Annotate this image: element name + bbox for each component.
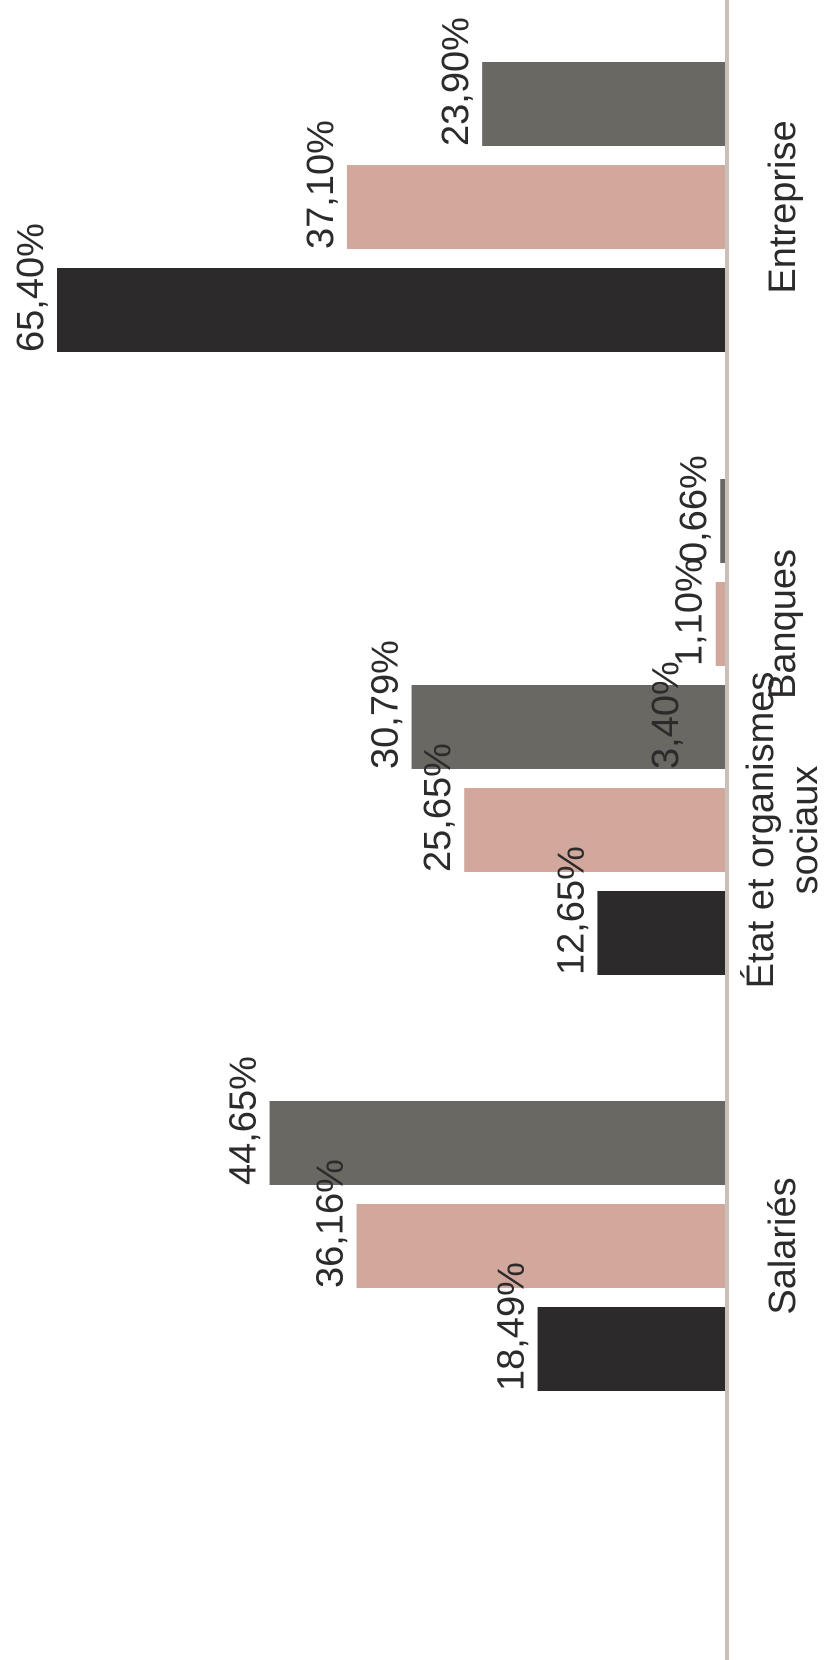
value-label: 18,49%	[491, 1262, 533, 1391]
bar-entreprise-s1	[57, 268, 727, 352]
category-label: Entreprise	[762, 120, 804, 293]
bar--tat-et-organismes-sociaux-s1	[597, 891, 727, 975]
value-labels-group: 65,40% 37,10% 23,90% 3,40%1,10%0,66% 12,65% 2…	[10, 17, 715, 1391]
value-label: 23,90%	[435, 17, 477, 146]
value-label: 25,65%	[417, 743, 459, 872]
category-label: Banques	[762, 549, 804, 699]
value-label: 12,65%	[550, 846, 592, 975]
bar-entreprise-s3	[482, 62, 727, 146]
value-label: 65,40%	[10, 223, 52, 352]
bar-salari-s-s1	[537, 1307, 727, 1391]
bars-group	[57, 62, 727, 1391]
bar-banques-s2	[715, 582, 727, 666]
category-label: Salariés	[762, 1177, 804, 1314]
bar-banques-s3	[720, 479, 727, 563]
value-label: 44,65%	[223, 1056, 265, 1185]
value-label: 36,16%	[310, 1159, 352, 1288]
value-label: 30,79%	[365, 640, 407, 769]
bar-salari-s-s3	[269, 1101, 727, 1185]
bar--tat-et-organismes-sociaux-s2	[464, 788, 727, 872]
bar-salari-s-s2	[356, 1204, 727, 1288]
value-label: 0,66%	[673, 455, 715, 563]
value-label: 1,10%	[669, 558, 711, 666]
value-label: 3,40%	[645, 661, 687, 769]
bar-entreprise-s2	[346, 165, 727, 249]
value-label: 37,10%	[300, 120, 342, 249]
bar--tat-et-organismes-sociaux-s3	[411, 685, 727, 769]
category-label: sociaux	[784, 766, 826, 895]
category-label: État et organismes	[739, 672, 782, 989]
